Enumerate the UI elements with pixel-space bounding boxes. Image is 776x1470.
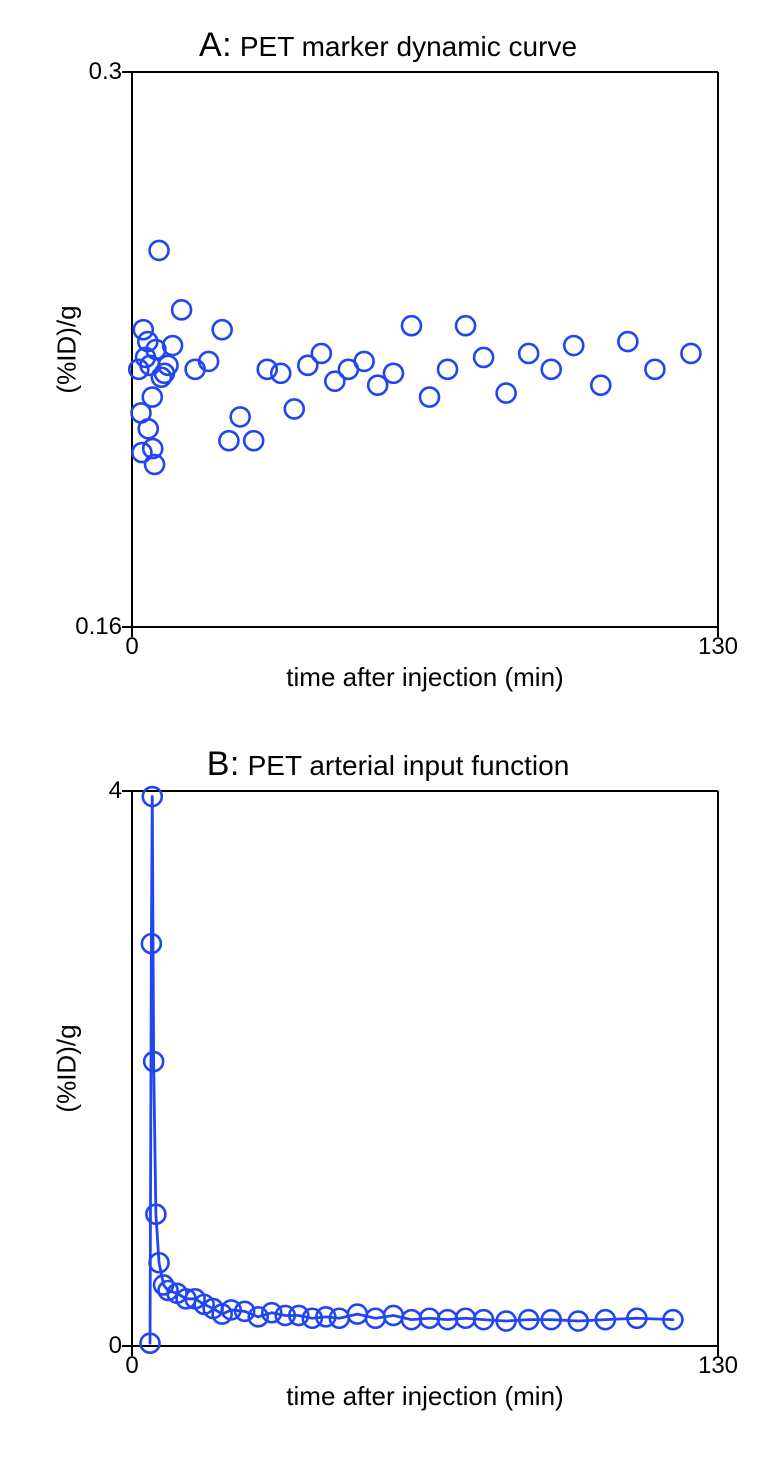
panel-b-title: B: PET arterial input function bbox=[40, 739, 736, 788]
panel-a-ytick-labels: 0.160.3 bbox=[74, 72, 128, 627]
xtick-label: 0 bbox=[125, 633, 138, 661]
figure-page: A: PET marker dynamic curve (%ID)/g 0.16… bbox=[0, 0, 776, 1470]
xtick-label: 130 bbox=[698, 1352, 738, 1380]
ytick-label: 4 bbox=[109, 777, 122, 805]
panel-b: B: PET arterial input function (%ID)/g 0… bbox=[40, 739, 736, 1430]
panel-a-svg bbox=[132, 72, 718, 627]
panel-b-ytick-labels: 04 bbox=[74, 791, 128, 1346]
panel-a-chart-area bbox=[132, 72, 718, 627]
panel-b-label: B: bbox=[207, 745, 240, 783]
panel-b-svg bbox=[132, 791, 718, 1346]
panel-a-title-text: PET marker dynamic curve bbox=[240, 31, 577, 62]
panel-a-label: A: bbox=[199, 26, 232, 64]
panel-b-title-text: PET arterial input function bbox=[248, 750, 570, 781]
panel-a-xlabel: time after injection (min) bbox=[132, 662, 718, 693]
panel-a-title: A: PET marker dynamic curve bbox=[40, 20, 736, 69]
xtick-label: 130 bbox=[698, 633, 738, 661]
ytick-label: 0.3 bbox=[89, 58, 122, 86]
ytick-label: 0.16 bbox=[75, 613, 122, 641]
xtick-label: 0 bbox=[125, 1352, 138, 1380]
panel-a-xtick-labels: 0130 bbox=[132, 633, 718, 661]
panel-b-chart-area bbox=[132, 791, 718, 1346]
panel-b-xtick-labels: 0130 bbox=[132, 1352, 718, 1380]
panel-a: A: PET marker dynamic curve (%ID)/g 0.16… bbox=[40, 20, 736, 711]
panel-b-xlabel: time after injection (min) bbox=[132, 1381, 718, 1412]
ytick-label: 0 bbox=[109, 1332, 122, 1360]
